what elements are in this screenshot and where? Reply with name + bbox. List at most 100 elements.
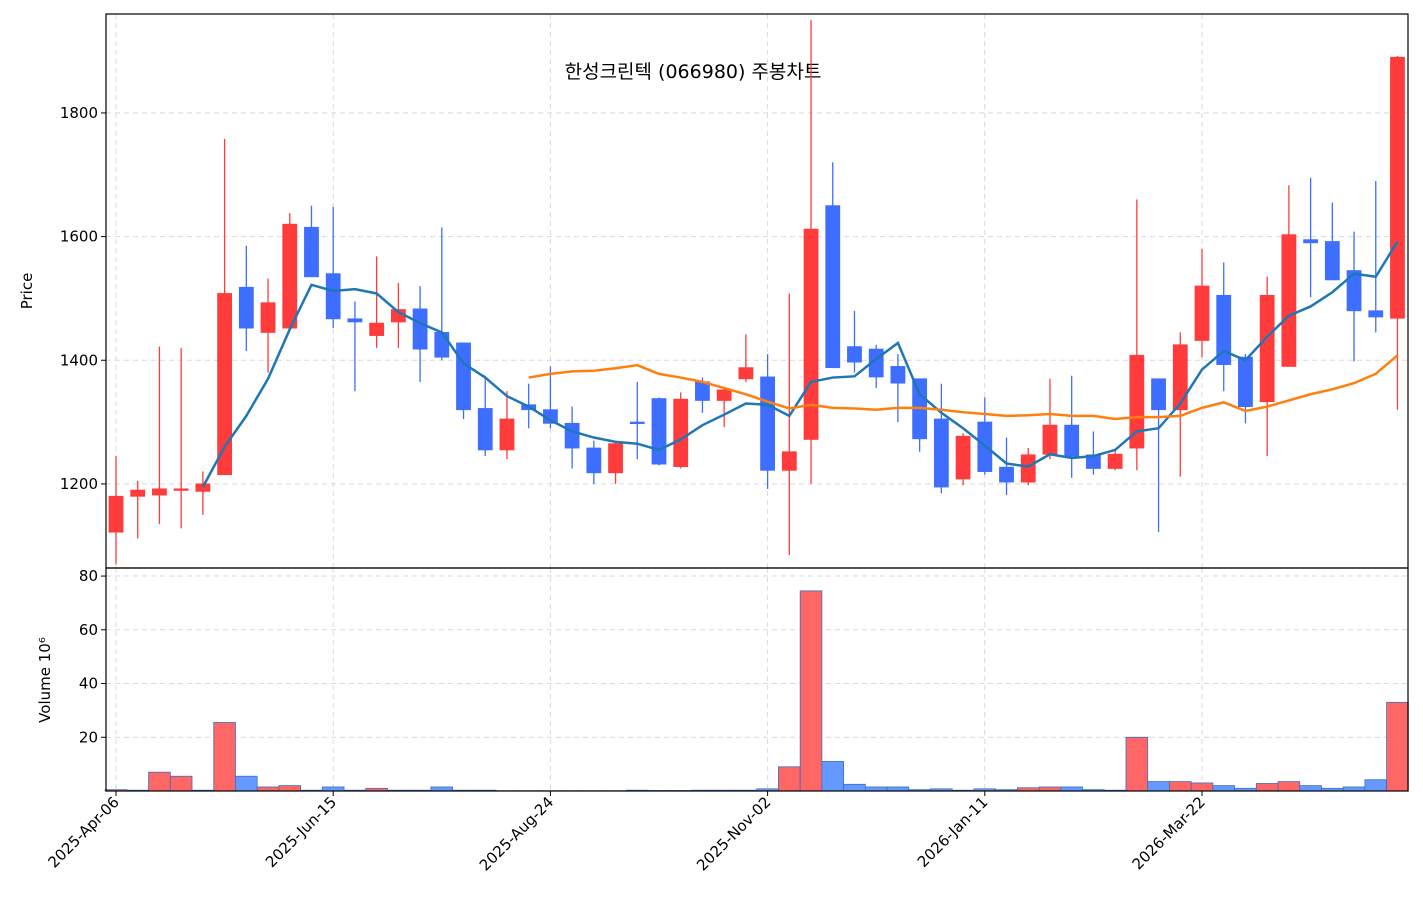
volume-bar (1147, 781, 1170, 792)
candle-body (477, 408, 493, 451)
y-tick-label: 1400 (60, 351, 98, 369)
candle-body (999, 466, 1014, 483)
candle-body (1194, 285, 1210, 341)
candle-body (760, 376, 775, 471)
candle-body (152, 488, 167, 496)
y-tick-label: 1200 (60, 475, 98, 493)
candle-body (933, 418, 949, 488)
y-axis-label: Price (18, 273, 36, 310)
candle-body (325, 273, 341, 320)
y-tick-label: 40 (79, 675, 98, 693)
candle-body (260, 302, 276, 333)
candle-body (304, 226, 319, 278)
volume-bar (148, 771, 171, 792)
candle-body (955, 435, 971, 480)
volume-bar (864, 786, 888, 792)
candle-body (803, 228, 819, 440)
y-tick-label: 1600 (60, 228, 98, 246)
candle-body (369, 322, 385, 336)
x-tick-label: 2025-Aug-24 (476, 793, 557, 874)
volume-bar (778, 766, 801, 792)
candle-body (412, 308, 428, 350)
candle-body (456, 342, 471, 411)
candle-body (1238, 356, 1253, 408)
volume-bar (256, 786, 280, 792)
y-tick-label: 1800 (60, 104, 98, 122)
volume-bar (843, 783, 866, 792)
candle-body (890, 366, 906, 384)
candle-body (282, 223, 298, 329)
candle-body (781, 451, 797, 471)
candle-body (1129, 354, 1145, 449)
candle-body (825, 205, 841, 369)
volume-bar (1169, 781, 1192, 792)
candle-body (499, 418, 515, 451)
candle-body (1172, 344, 1188, 411)
volume-bar (821, 761, 845, 792)
y-tick-label: 60 (79, 621, 98, 639)
candle-body (1259, 294, 1275, 403)
x-tick-label: 2025-Nov-02 (693, 793, 774, 874)
candle-body (130, 489, 146, 497)
candle-body (1281, 234, 1297, 367)
volume-bar (886, 786, 910, 792)
x-tick-label: 2025-Jun-15 (262, 793, 340, 871)
candle-body (1324, 241, 1340, 281)
volume-bar (213, 722, 236, 792)
candle-body (1064, 424, 1080, 457)
volume-bar (1212, 785, 1235, 792)
candle-body (716, 389, 732, 401)
volume-bar (1190, 782, 1214, 792)
moving-average-line (201, 240, 1399, 488)
candle-body (847, 346, 862, 363)
volume-bar (1277, 781, 1301, 792)
volume-panel-frame (105, 567, 1409, 792)
volume-bar (235, 775, 258, 792)
candle-body (564, 422, 580, 449)
volume-bar (278, 785, 302, 792)
candle-body (238, 286, 254, 329)
candle-body (1390, 56, 1405, 319)
candle-body (673, 398, 689, 467)
y-tick-label: 20 (79, 728, 98, 746)
candle-body (1303, 239, 1318, 244)
candle-body (1042, 424, 1058, 455)
volume-axis-label: Volume 10⁶ (36, 637, 54, 723)
candle-body (1216, 294, 1232, 365)
x-tick-label: 2026-Mar-22 (1129, 793, 1209, 873)
volume-bar (1125, 736, 1149, 792)
candle-body (738, 367, 754, 380)
candle-body (1107, 453, 1123, 469)
candle-body (586, 447, 602, 474)
candle-body (695, 381, 710, 401)
volume-bar (1342, 786, 1366, 792)
candle-body (1151, 378, 1166, 411)
candle-body (651, 398, 667, 465)
price-panel-frame (105, 13, 1409, 569)
candle-body (108, 495, 124, 533)
volume-bar (1299, 785, 1322, 792)
volume-bar (1060, 786, 1083, 792)
volume-bar (430, 786, 454, 792)
y-tick-label: 80 (79, 567, 98, 585)
volume-bar (1038, 786, 1062, 792)
candle-body (434, 332, 450, 358)
volume-bar (321, 786, 345, 792)
moving-average-line (528, 354, 1399, 421)
volume-bar (799, 590, 823, 792)
candle-body (1368, 310, 1384, 318)
candle-body (347, 318, 363, 323)
volume-bar (1386, 701, 1409, 792)
candle-body (629, 421, 645, 424)
candle-body (195, 483, 211, 492)
x-tick-label: 2025-Apr-06 (45, 793, 123, 871)
candle-body (608, 443, 623, 474)
candle-body (1020, 454, 1036, 483)
candle-body (173, 488, 189, 491)
volume-bar (1364, 779, 1388, 792)
volume-bar (169, 775, 193, 792)
candle-body (217, 293, 233, 476)
candle-body (1346, 270, 1362, 312)
chart-title: 한성크린텍 (066980) 주봉차트 (565, 61, 822, 83)
